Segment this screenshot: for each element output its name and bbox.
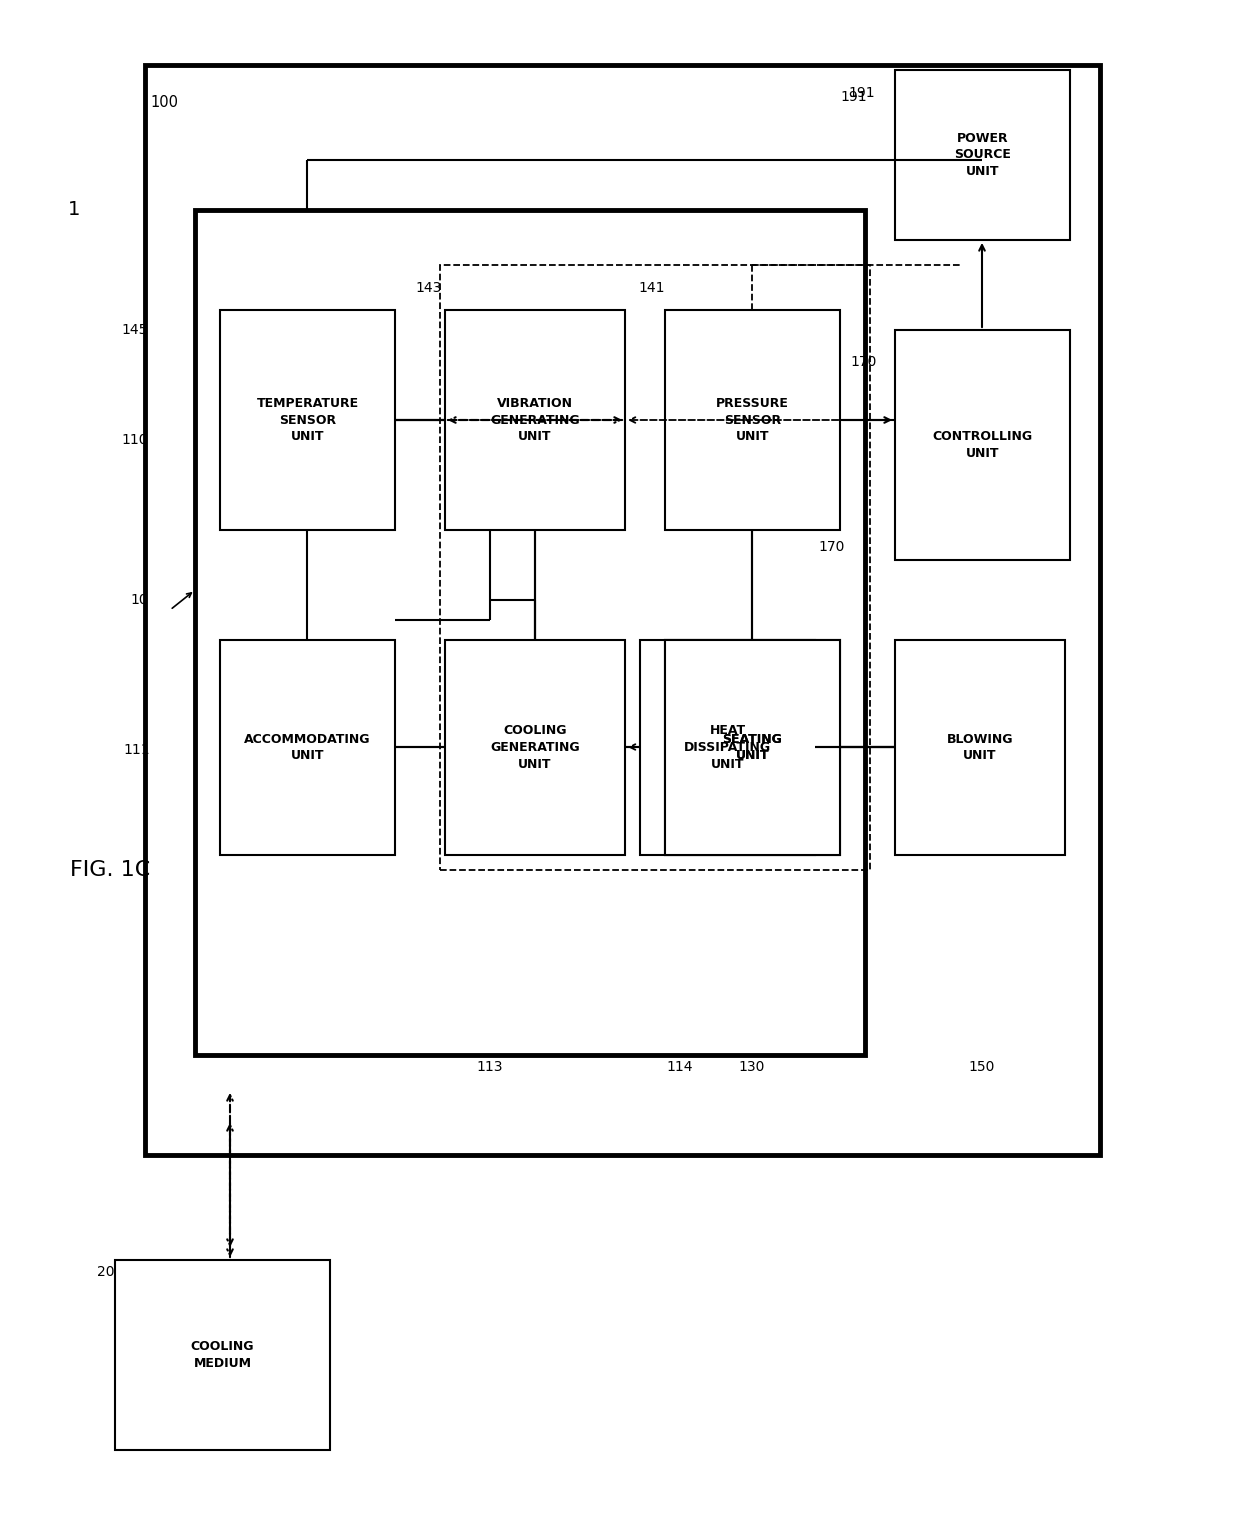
Text: 143: 143 (415, 281, 441, 294)
Text: COOLING
GENERATING
UNIT: COOLING GENERATING UNIT (490, 724, 580, 771)
Bar (665, 310, 839, 530)
Text: 100: 100 (150, 96, 179, 109)
Text: 10: 10 (130, 594, 148, 607)
Text: 191: 191 (839, 90, 867, 105)
Text: 145: 145 (122, 323, 148, 337)
Text: 141: 141 (639, 281, 665, 294)
Text: POWER
SOURCE
UNIT: POWER SOURCE UNIT (954, 132, 1011, 178)
Text: 191: 191 (848, 87, 874, 100)
Text: 114: 114 (667, 1060, 693, 1075)
Text: SEATING
UNIT: SEATING UNIT (723, 733, 782, 762)
Text: 1: 1 (68, 200, 81, 219)
Text: 20: 20 (98, 1264, 115, 1280)
Text: 170: 170 (849, 355, 877, 369)
Text: FIG. 1C: FIG. 1C (69, 861, 150, 880)
Bar (445, 310, 625, 530)
Text: 110: 110 (122, 433, 148, 446)
Text: 113: 113 (476, 1060, 503, 1075)
Text: TEMPERATURE
SENSOR
UNIT: TEMPERATURE SENSOR UNIT (257, 398, 358, 443)
Text: 150: 150 (968, 1060, 996, 1075)
Bar (895, 70, 1070, 240)
Bar (145, 65, 1100, 1155)
Text: COOLING
MEDIUM: COOLING MEDIUM (191, 1340, 254, 1369)
Bar (115, 1260, 330, 1450)
Text: 170: 170 (818, 540, 844, 554)
Bar (895, 329, 1070, 560)
Text: 130: 130 (739, 1060, 765, 1075)
Bar (445, 641, 625, 855)
Text: BLOWING
UNIT: BLOWING UNIT (947, 733, 1013, 762)
Text: 111: 111 (123, 742, 150, 757)
Text: HEAT
DISSIPATING
UNIT: HEAT DISSIPATING UNIT (684, 724, 771, 771)
Bar (195, 209, 866, 1055)
Bar (219, 641, 396, 855)
Bar (219, 310, 396, 530)
Text: PRESSURE
SENSOR
UNIT: PRESSURE SENSOR UNIT (715, 398, 789, 443)
Bar (640, 641, 815, 855)
Bar (665, 641, 839, 855)
Bar (665, 641, 839, 855)
Bar (895, 641, 1065, 855)
Text: SEATING
UNIT: SEATING UNIT (723, 733, 782, 762)
Bar (440, 266, 870, 870)
Text: CONTROLLING
UNIT: CONTROLLING UNIT (932, 430, 1033, 460)
Text: VIBRATION
GENERATING
UNIT: VIBRATION GENERATING UNIT (490, 398, 580, 443)
Text: ACCOMMODATING
UNIT: ACCOMMODATING UNIT (244, 733, 371, 762)
